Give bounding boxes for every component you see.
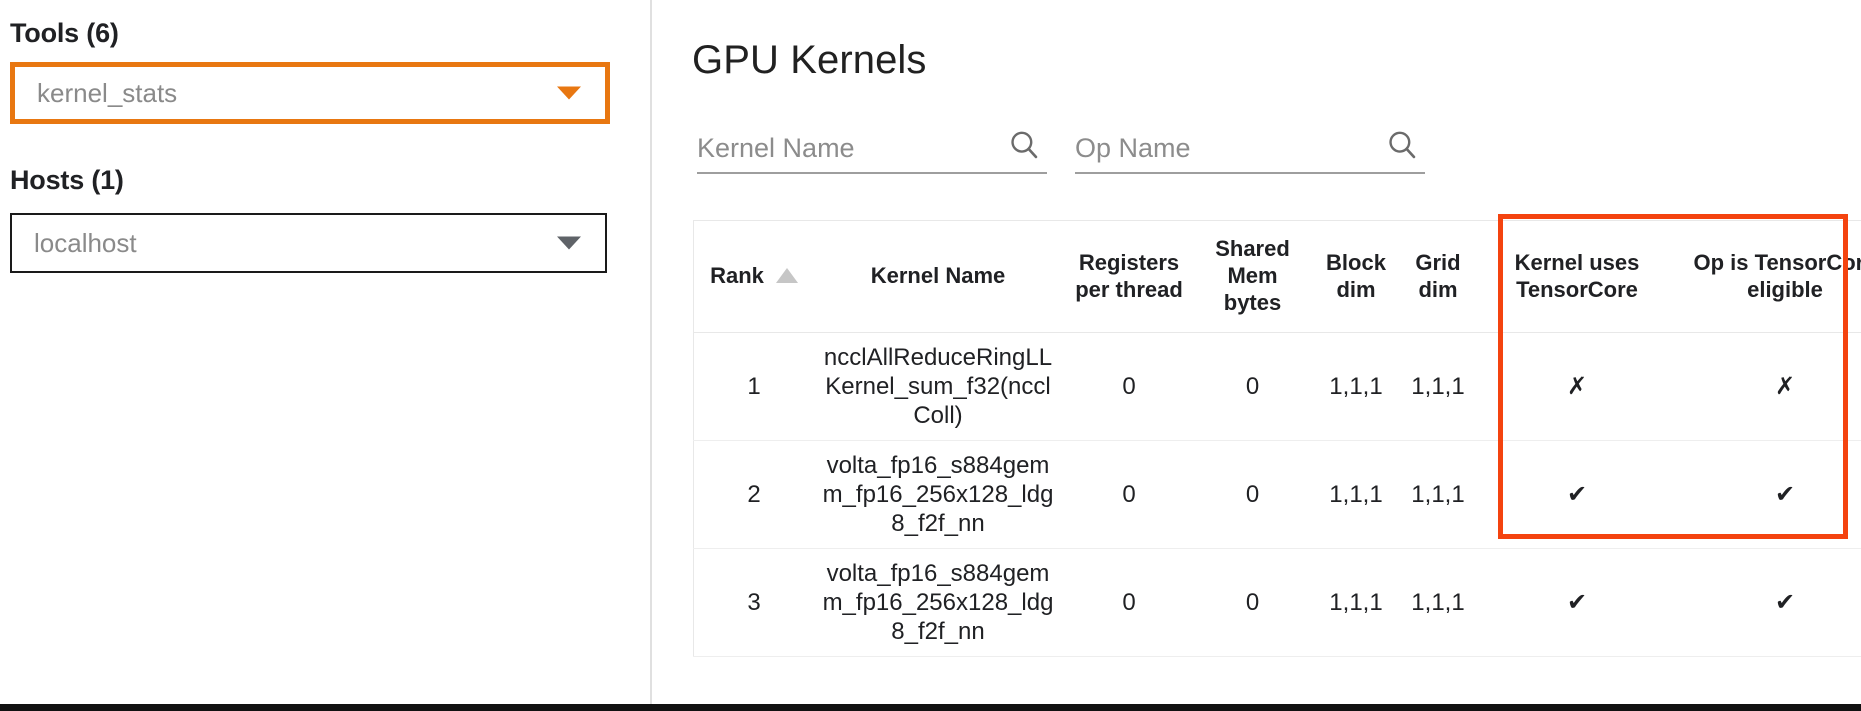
cell-kernel-name: ncclAllReduceRingLLKernel_sum_f32(ncclCo…: [814, 332, 1062, 441]
cell-op-is-tensorcore-eligible: ✔: [1681, 548, 1861, 657]
kernel-name-search[interactable]: Kernel Name: [697, 124, 1047, 174]
hosts-select-value: localhost: [34, 227, 137, 258]
cell-shared-mem-bytes: 0: [1196, 332, 1309, 441]
column-header-op-is-tensorcore-eligible[interactable]: Op is TensorCore eligible: [1681, 220, 1861, 333]
column-header-block-dim[interactable]: Block dim: [1309, 220, 1403, 333]
bottom-edge-bar: [0, 704, 1861, 711]
column-header-kernel-name[interactable]: Kernel Name: [814, 220, 1062, 333]
op-name-search-placeholder: Op Name: [1075, 132, 1191, 163]
chevron-down-icon: [557, 86, 581, 100]
cell-rank: 3: [693, 548, 814, 657]
chevron-down-icon: [557, 236, 581, 250]
cell-shared-mem-bytes: 0: [1196, 440, 1309, 549]
cell-kernel-name: volta_fp16_s884gemm_fp16_256x128_ldg8_f2…: [814, 548, 1062, 657]
tools-section-title: Tools (6): [10, 18, 119, 48]
table-row[interactable]: 1 ncclAllReduceRingLLKernel_sum_f32(nccl…: [693, 332, 1861, 441]
search-icon[interactable]: [1385, 128, 1419, 167]
table-header: Rank Kernel Name Registers per thread Sh…: [693, 220, 1861, 333]
column-header-registers-per-thread[interactable]: Registers per thread: [1062, 220, 1196, 333]
cell-kernel-uses-tensorcore: ✗: [1473, 332, 1681, 441]
cell-block-dim: 1,1,1: [1309, 440, 1403, 549]
op-name-search[interactable]: Op Name: [1075, 124, 1425, 174]
main-content: GPU Kernels Kernel Name Op Name: [652, 0, 1861, 711]
table-row[interactable]: 2 volta_fp16_s884gemm_fp16_256x128_ldg8_…: [693, 440, 1861, 549]
search-icon[interactable]: [1007, 128, 1041, 167]
column-header-shared-mem-bytes[interactable]: Shared Mem bytes: [1196, 220, 1309, 333]
cell-grid-dim: 1,1,1: [1403, 440, 1473, 549]
column-header-rank[interactable]: Rank: [693, 220, 814, 333]
cell-registers-per-thread: 0: [1062, 332, 1196, 441]
table-body: 1 ncclAllReduceRingLLKernel_sum_f32(nccl…: [693, 332, 1861, 657]
kernel-name-search-placeholder: Kernel Name: [697, 132, 855, 163]
table-row[interactable]: 3 volta_fp16_s884gemm_fp16_256x128_ldg8_…: [693, 548, 1861, 657]
cell-rank: 2: [693, 440, 814, 549]
column-header-grid-dim[interactable]: Grid dim: [1403, 220, 1473, 333]
table-header-row: Rank Kernel Name Registers per thread Sh…: [693, 220, 1861, 333]
search-row: Kernel Name Op Name: [692, 84, 1861, 174]
cell-op-is-tensorcore-eligible: ✗: [1681, 332, 1861, 441]
cell-registers-per-thread: 0: [1062, 548, 1196, 657]
cell-shared-mem-bytes: 0: [1196, 548, 1309, 657]
cell-block-dim: 1,1,1: [1309, 548, 1403, 657]
gpu-kernels-table-wrapper: Rank Kernel Name Registers per thread Sh…: [693, 214, 1861, 657]
sidebar: Tools (6) kernel_stats Hosts (1) localho…: [0, 0, 652, 711]
cell-kernel-uses-tensorcore: ✔: [1473, 548, 1681, 657]
cell-kernel-name: volta_fp16_s884gemm_fp16_256x128_ldg8_f2…: [814, 440, 1062, 549]
sort-ascending-icon: [775, 268, 798, 283]
cell-registers-per-thread: 0: [1062, 440, 1196, 549]
gpu-kernels-table: Rank Kernel Name Registers per thread Sh…: [693, 220, 1861, 657]
cell-op-is-tensorcore-eligible: ✔: [1681, 440, 1861, 549]
tools-select[interactable]: kernel_stats: [10, 62, 610, 124]
page-title: GPU Kernels: [692, 38, 927, 82]
tools-select-value: kernel_stats: [37, 77, 178, 108]
cell-kernel-uses-tensorcore: ✔: [1473, 440, 1681, 549]
cell-grid-dim: 1,1,1: [1403, 332, 1473, 441]
cell-rank: 1: [693, 332, 814, 441]
column-header-kernel-uses-tensorcore[interactable]: Kernel uses TensorCore: [1473, 220, 1681, 333]
cell-grid-dim: 1,1,1: [1403, 548, 1473, 657]
cell-block-dim: 1,1,1: [1309, 332, 1403, 441]
hosts-section-title: Hosts (1): [10, 165, 124, 195]
column-header-rank-label: Rank: [710, 263, 764, 288]
hosts-select[interactable]: localhost: [10, 213, 607, 273]
